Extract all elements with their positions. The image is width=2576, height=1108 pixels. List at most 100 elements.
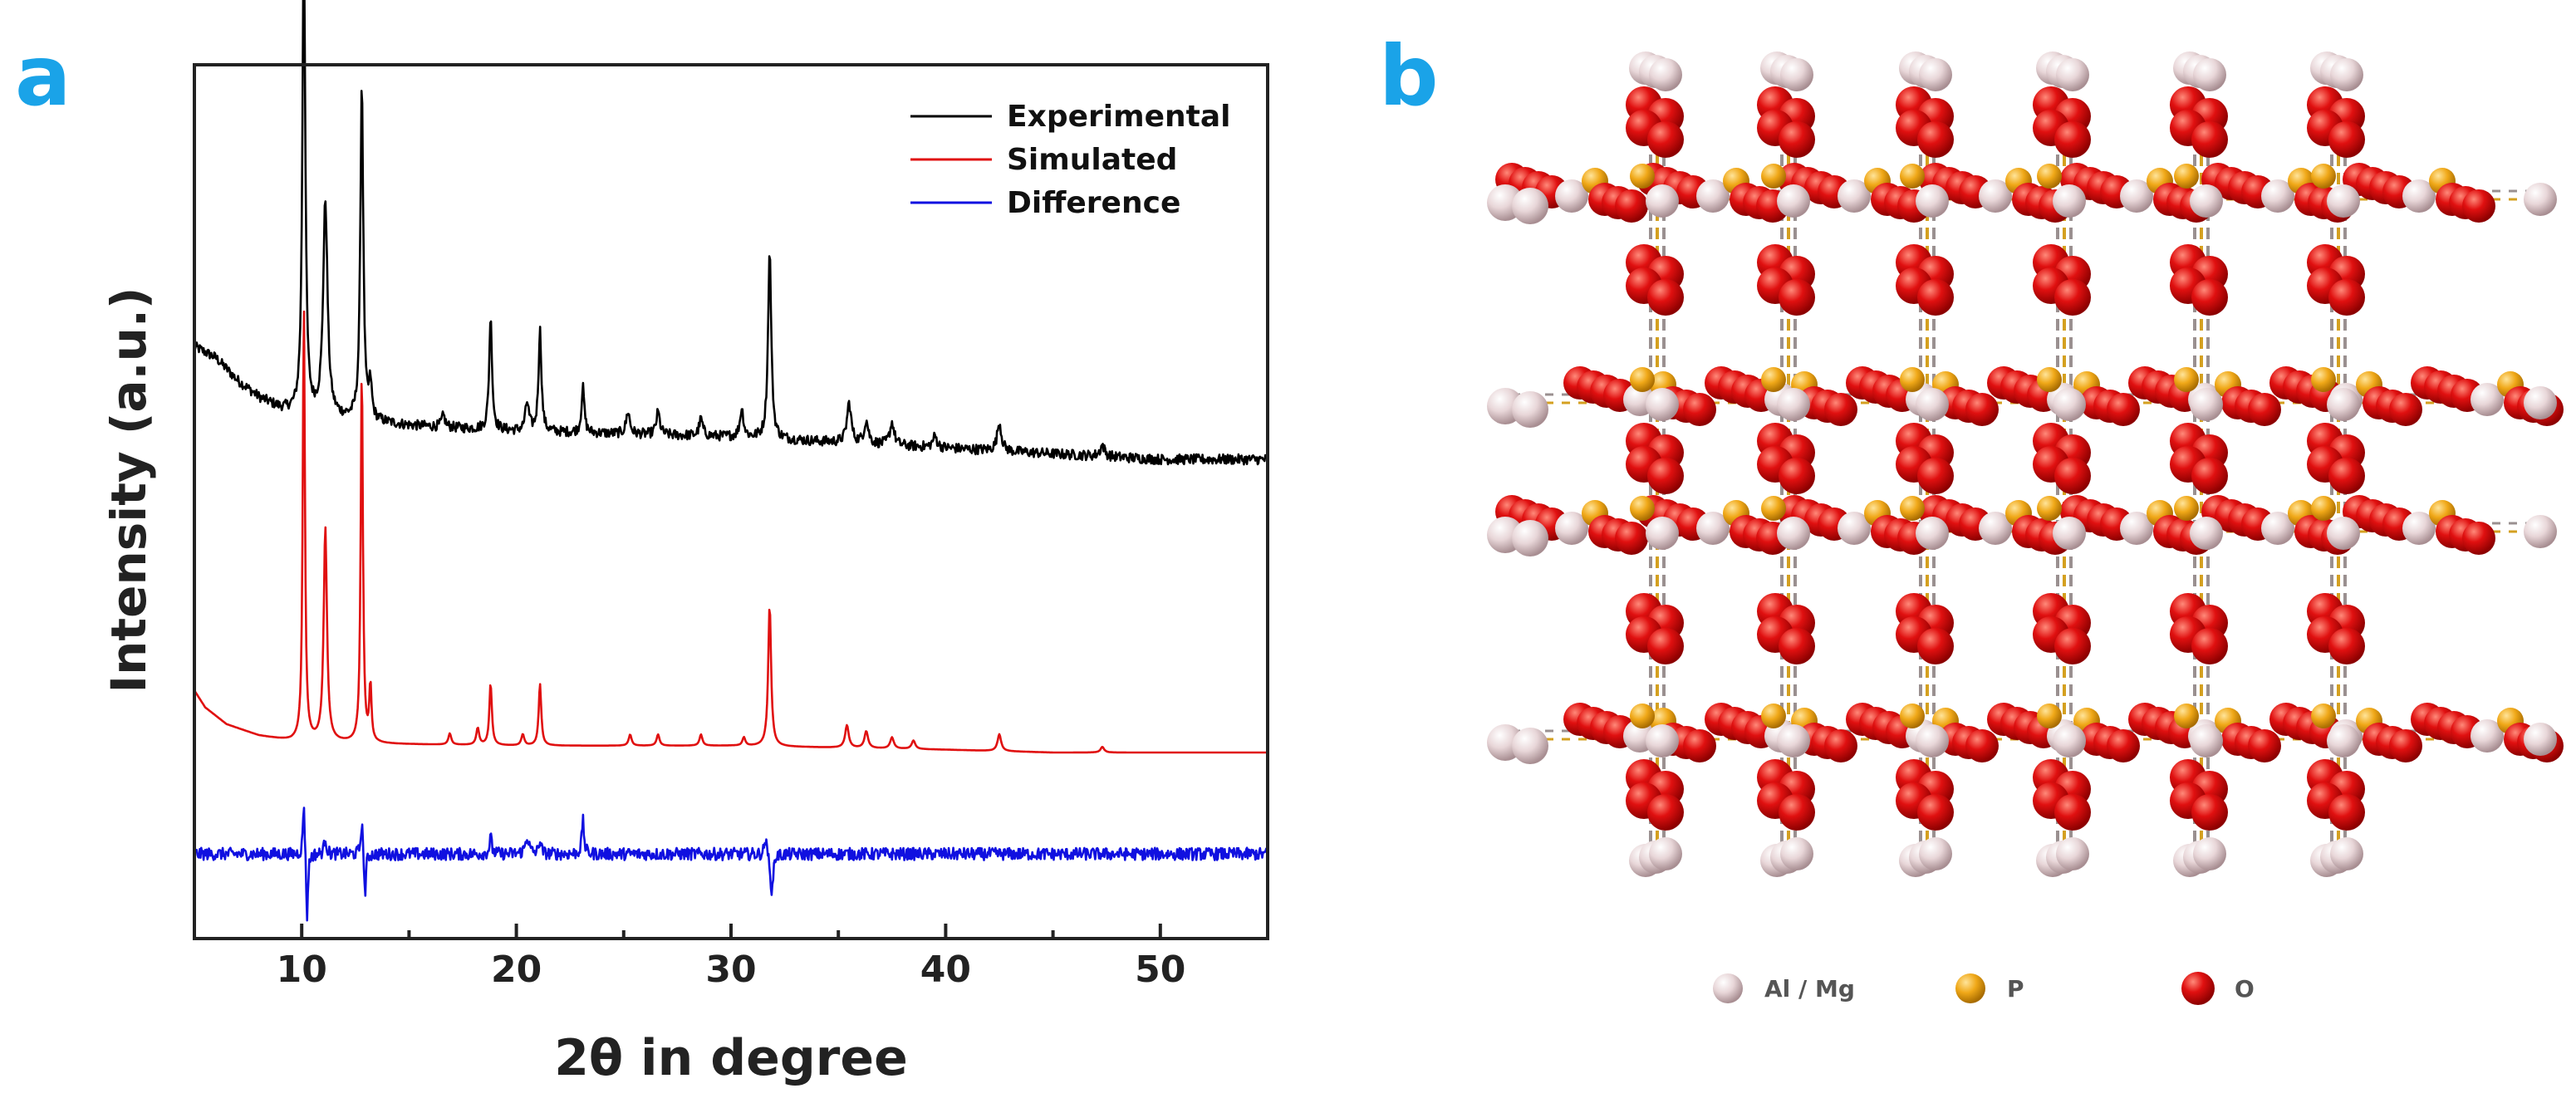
phosphorus-atom <box>1900 164 1925 189</box>
phosphorus-atom <box>1900 496 1925 521</box>
oxygen-atom <box>1615 522 1648 555</box>
oxygen-atom <box>2389 393 2422 426</box>
al-mg-atom <box>2190 388 2223 421</box>
phosphorus-atom <box>1900 704 1925 728</box>
al-mg-atom <box>2327 724 2360 757</box>
oxygen-atom <box>2054 279 2091 316</box>
al-mg-atom <box>1512 391 1548 428</box>
al-mg-atom <box>1696 179 1730 213</box>
al-mg-atom <box>2053 388 2086 421</box>
al-mg-atom <box>2053 724 2086 757</box>
series-line-difference <box>193 806 1269 922</box>
al-mg-atom <box>2193 58 2226 91</box>
phosphorus-atom <box>1900 367 1925 392</box>
oxygen-atom <box>2191 458 2228 494</box>
oxygen-atom <box>1917 121 1954 158</box>
al-mg-atom <box>2402 512 2436 545</box>
phosphorus-atom <box>2174 367 2199 392</box>
oxygen-atom <box>1917 279 1954 316</box>
legend-oxygen-marker <box>2181 972 2215 1005</box>
phosphorus-atom <box>1630 367 1655 392</box>
al-mg-atom <box>2524 515 2557 548</box>
x-tick-label: 50 <box>1135 949 1185 991</box>
series-layer <box>193 0 1269 922</box>
al-mg-atom <box>1646 388 1679 421</box>
al-mg-atom <box>2120 512 2153 545</box>
chart-legend: Experimental Simulated Difference <box>910 100 1231 220</box>
al-mg-atom <box>2261 512 2294 545</box>
al-mg-atom <box>1916 517 1949 550</box>
al-mg-atom <box>1555 512 1588 545</box>
phosphorus-atom <box>1630 164 1655 189</box>
al-mg-atom <box>1919 837 1952 870</box>
series-line-simulated <box>193 310 1268 754</box>
al-mg-atom <box>1979 512 2012 545</box>
al-mg-atom <box>1555 179 1588 213</box>
al-mg-atom <box>1916 388 1949 421</box>
al-mg-atom <box>1777 184 1810 218</box>
al-mg-atom <box>1646 184 1679 218</box>
phosphorus-atom <box>2037 496 2062 521</box>
oxygen-atom <box>2328 794 2365 831</box>
al-mg-atom <box>2402 179 2436 213</box>
legend-label-simulated: Simulated <box>1007 143 1177 177</box>
phosphorus-atom <box>2311 164 2336 189</box>
al-mg-atom <box>2524 723 2557 756</box>
panel-label-a: a <box>15 27 71 125</box>
al-mg-atom <box>1777 517 1810 550</box>
oxygen-atom <box>1965 729 1999 762</box>
oxygen-atom <box>1647 794 1684 831</box>
phosphorus-atom <box>1761 496 1786 521</box>
oxygen-atom <box>2054 458 2091 494</box>
al-mg-atom <box>1646 517 1679 550</box>
phosphorus-atom <box>1630 704 1655 728</box>
phosphorus-atom <box>2311 367 2336 392</box>
al-mg-atom <box>1512 188 1548 224</box>
al-mg-atom <box>1916 724 1949 757</box>
al-mg-atom <box>1916 184 1949 218</box>
al-mg-atom <box>1649 58 1682 91</box>
structure-legend: Al / Mg P O <box>1713 972 2255 1005</box>
al-mg-atom <box>2053 184 2086 218</box>
oxygen-atom <box>1917 794 1954 831</box>
oxygen-atom <box>2462 522 2495 555</box>
al-mg-atom <box>2327 184 2360 218</box>
legend-p-marker <box>1955 973 1985 1003</box>
al-mg-atom <box>2330 58 2363 91</box>
oxygen-atom <box>1647 279 1684 316</box>
al-mg-atom <box>2190 184 2223 218</box>
y-axis-title: Intensity (a.u.) <box>101 287 157 694</box>
oxygen-atom <box>1917 628 1954 664</box>
al-mg-atom <box>2190 517 2223 550</box>
oxygen-atom <box>2054 628 2091 664</box>
structure-legend-label: O <box>2235 975 2255 1003</box>
al-mg-atom <box>1512 728 1548 764</box>
phosphorus-atom <box>2174 496 2199 521</box>
legend-label-experimental: Experimental <box>1007 100 1231 134</box>
al-mg-atom <box>2056 837 2089 870</box>
al-mg-atom <box>1512 520 1548 556</box>
oxygen-atom <box>1917 458 1954 494</box>
oxygen-atom <box>1779 458 1815 494</box>
structure-legend-label: P <box>2007 975 2024 1003</box>
al-mg-atom <box>1777 724 1810 757</box>
al-mg-atom <box>1777 388 1810 421</box>
oxygen-atom <box>1683 729 1716 762</box>
phosphorus-atom <box>1630 496 1655 521</box>
oxygen-atom <box>1779 794 1815 831</box>
oxygen-atom <box>1965 393 1999 426</box>
al-mg-atom <box>1919 58 1952 91</box>
oxygen-atom <box>2054 121 2091 158</box>
al-mg-atom <box>2120 179 2153 213</box>
al-mg-atom <box>2524 386 2557 419</box>
al-mg-atom <box>2471 383 2504 416</box>
oxygen-atom <box>2328 121 2365 158</box>
oxygen-atom <box>2328 628 2365 664</box>
oxygen-atom <box>1779 628 1815 664</box>
al-mg-atom <box>1696 512 1730 545</box>
phosphorus-atom <box>2174 704 2199 728</box>
al-mg-atom <box>1649 837 1682 870</box>
x-tick-label: 20 <box>491 949 542 991</box>
al-mg-atom <box>2190 724 2223 757</box>
phosphorus-atom <box>2037 704 2062 728</box>
